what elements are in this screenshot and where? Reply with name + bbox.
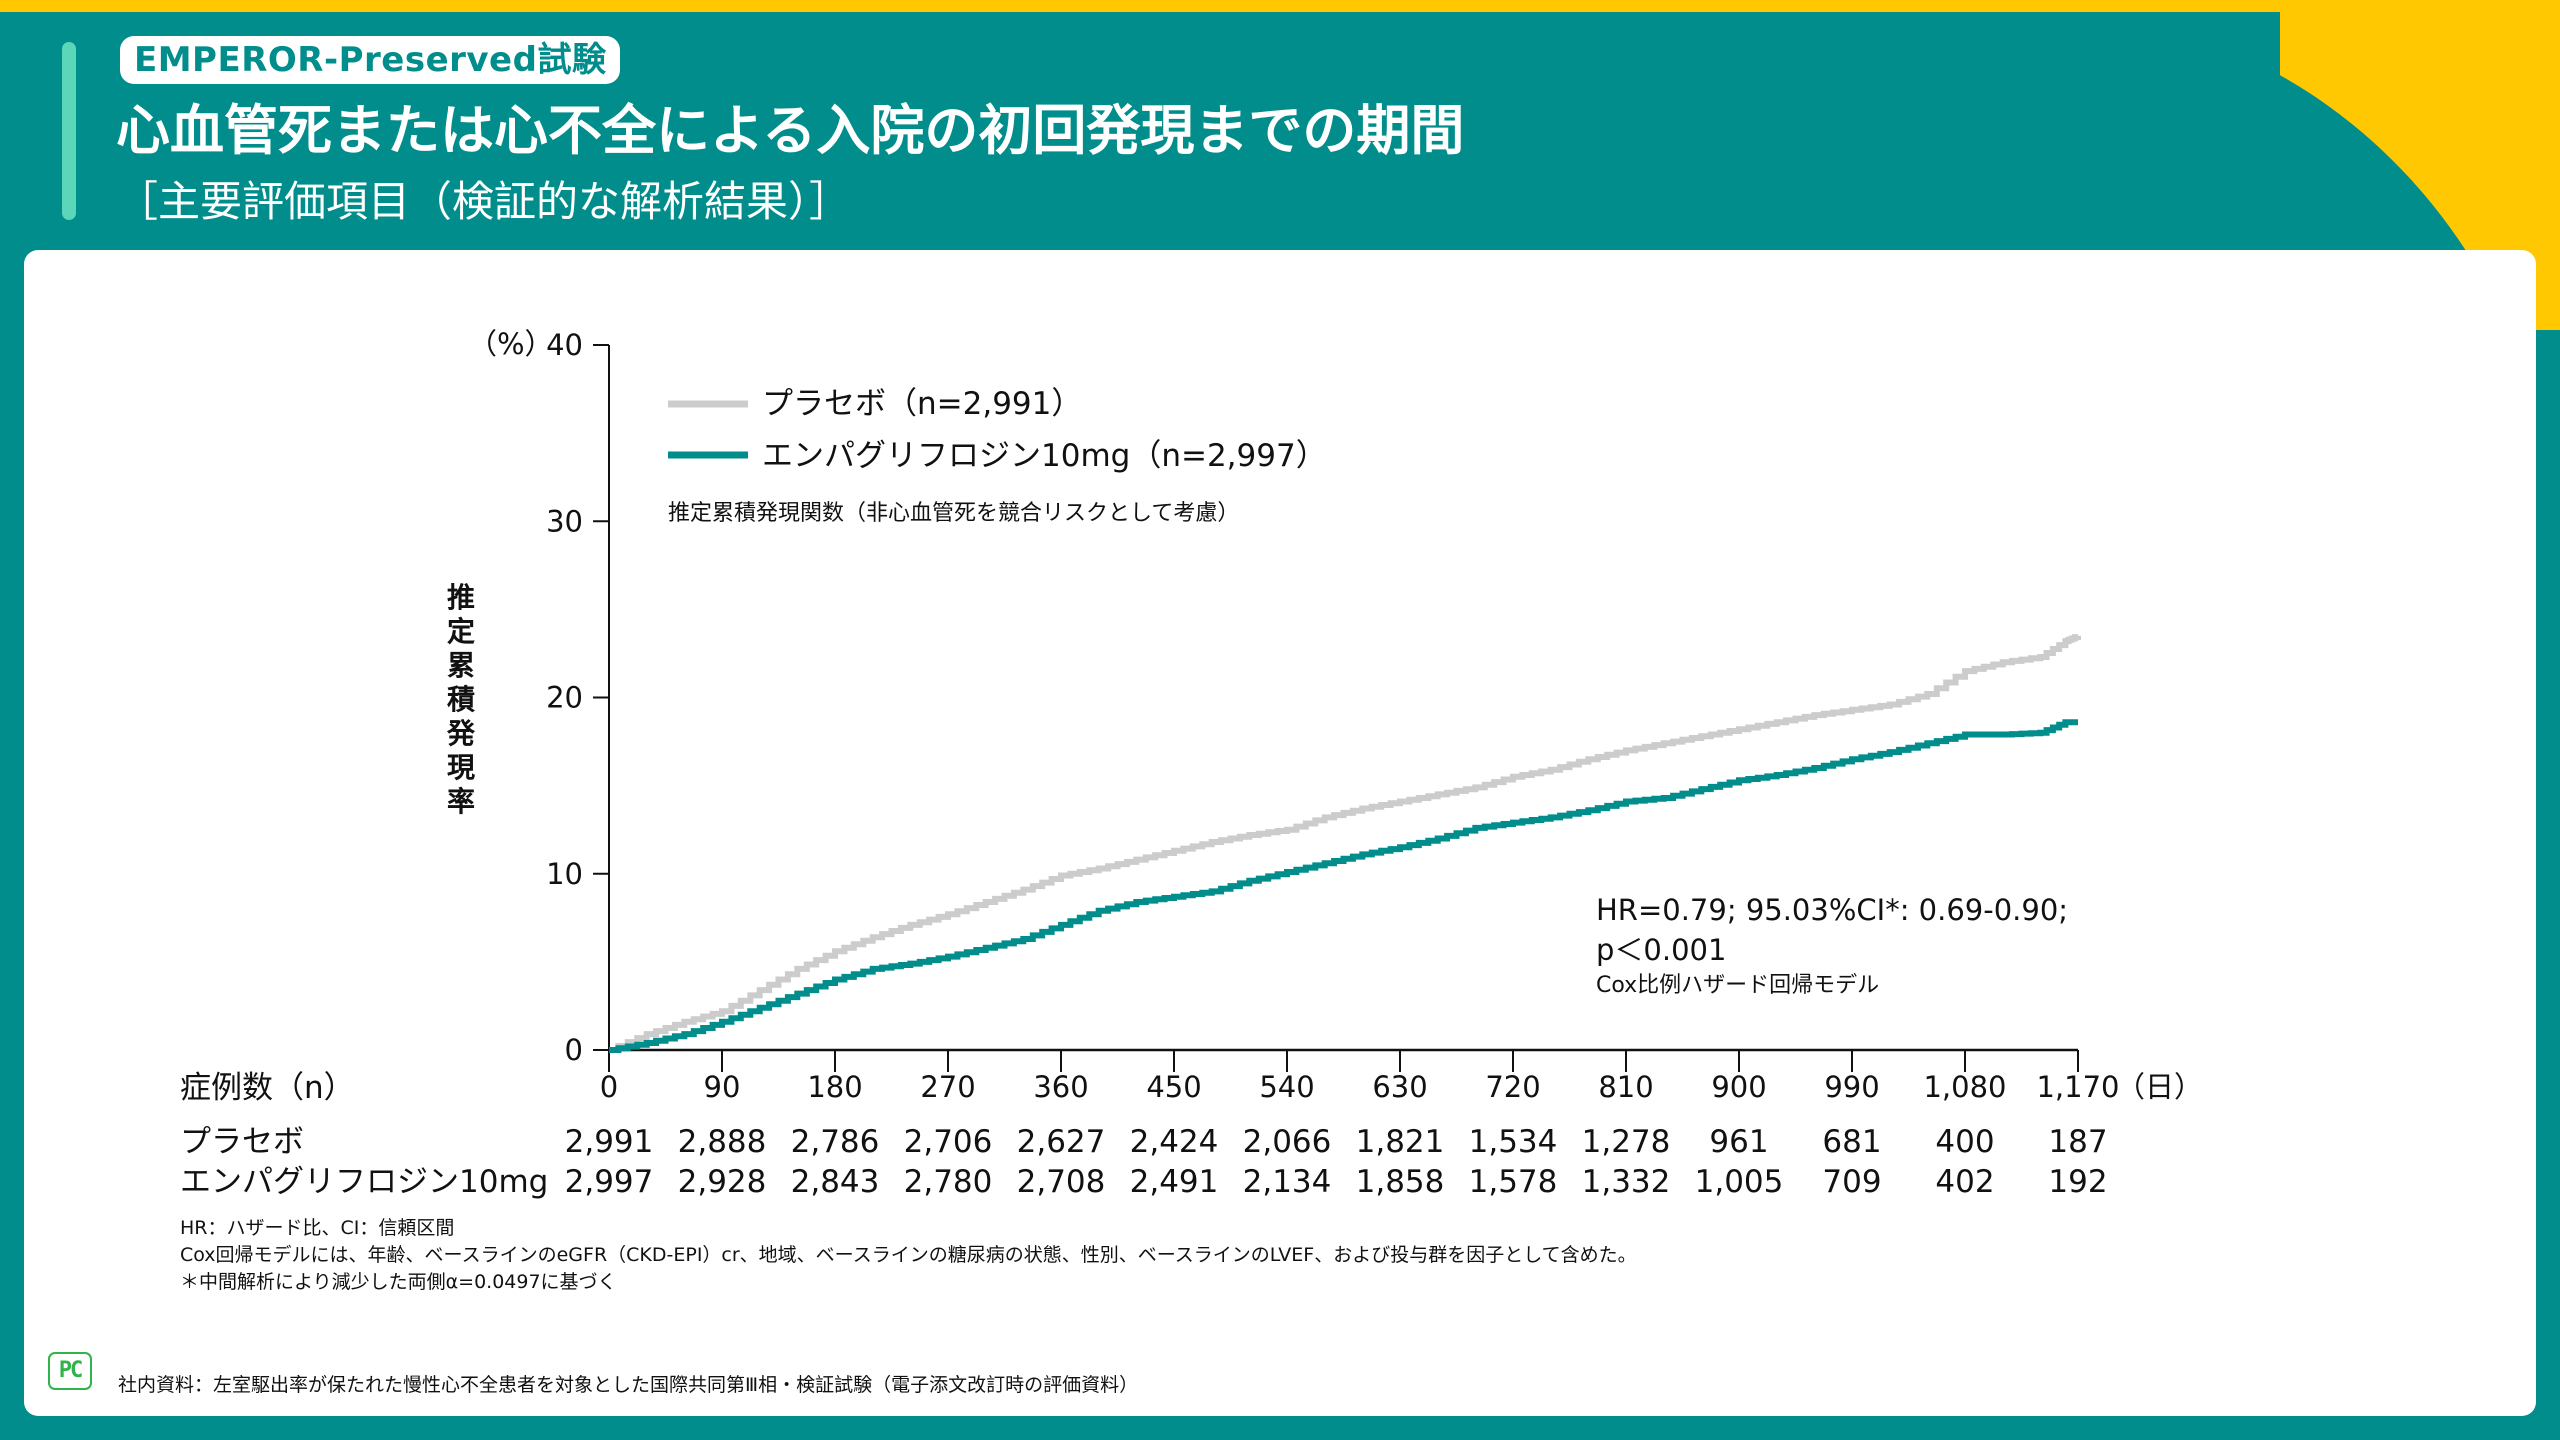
risk-cell: 1,534 <box>1469 1124 1558 1160</box>
risk-cell: 2,627 <box>1017 1124 1106 1160</box>
y-axis-label-char: 積 <box>447 683 475 716</box>
footnote: Cox回帰モデルには、年齢、ベースラインのeGFR（CKD-EPI）cr、地域、… <box>180 1244 1637 1266</box>
x-tick-label: 630 <box>1372 1070 1427 1104</box>
x-unit-label: （日） <box>2116 1070 2203 1104</box>
risk-cell: 2,991 <box>565 1124 654 1160</box>
x-ticks: 0 90 180 270 360 450 540 630 720 810 900 990 1,080 1,… <box>600 1050 2120 1104</box>
risk-cell: 709 <box>1822 1164 1881 1200</box>
risk-cell: 2,708 <box>1017 1164 1106 1200</box>
series-line-placebo <box>609 634 2081 1053</box>
risk-cell: 2,786 <box>791 1124 880 1160</box>
risk-cell: 961 <box>1709 1124 1768 1160</box>
legend-note: 推定累積発現関数（非心血管死を競合リスクとして考慮） <box>668 501 1239 526</box>
numbers-at-risk-table: 症例数（n） プラセボ エンパグリフロジン10mg 2,991 2,888 2,78… <box>180 1070 2108 1200</box>
risk-cell: 400 <box>1935 1124 1994 1160</box>
x-tick-label: 900 <box>1711 1070 1766 1104</box>
top-color-bar <box>0 0 2560 12</box>
risk-cell: 2,491 <box>1130 1164 1219 1200</box>
risk-cell: 402 <box>1935 1164 1994 1200</box>
x-tick-label: 0 <box>600 1070 618 1104</box>
legend-label-empagliflozin: エンパグリフロジン10mg（n=2,997） <box>762 438 1327 474</box>
risk-cell: 2,928 <box>678 1164 767 1200</box>
x-tick-label: 90 <box>704 1070 741 1104</box>
y-axis-label-char: 発 <box>446 717 476 750</box>
footnotes: HR：ハザード比、CI：信頼区間 Cox回帰モデルには、年齢、ベースラインのeG… <box>180 1215 1637 1296</box>
risk-cell: 681 <box>1822 1124 1881 1160</box>
model-note-text: Cox比例ハザード回帰モデル <box>1596 973 1879 998</box>
x-tick-label: 810 <box>1598 1070 1653 1104</box>
x-tick-label: 990 <box>1824 1070 1879 1104</box>
risk-cell: 1,332 <box>1582 1164 1671 1200</box>
risk-cell: 1,005 <box>1695 1164 1784 1200</box>
risk-cell: 2,843 <box>791 1164 880 1200</box>
risk-cell: 2,997 <box>565 1164 654 1200</box>
x-tick-label: 720 <box>1485 1070 1540 1104</box>
x-tick-label: 1,080 <box>1923 1070 2006 1104</box>
risk-cell: 2,706 <box>904 1124 993 1160</box>
y-axis-label-char: 累 <box>447 649 475 682</box>
y-axis-label-char: 現 <box>447 751 475 784</box>
y-tick-label: 0 <box>565 1033 583 1067</box>
y-tick-label: 10 <box>546 857 583 891</box>
y-tick-label: 40 <box>546 328 583 362</box>
y-tick-label: 30 <box>546 504 583 538</box>
y-unit-label: （%） <box>468 327 554 361</box>
y-axis-label-char: 推 <box>447 581 475 614</box>
risk-cell: 187 <box>2048 1124 2107 1160</box>
risk-cell: 1,278 <box>1582 1124 1671 1160</box>
x-tick-label: 540 <box>1259 1070 1314 1104</box>
y-tick-label: 20 <box>546 681 583 715</box>
risk-cell: 2,888 <box>678 1124 767 1160</box>
x-tick-label: 450 <box>1146 1070 1201 1104</box>
title-accent-bar <box>62 42 76 220</box>
risk-row-label: エンパグリフロジン10mg <box>180 1164 548 1200</box>
risk-cell: 1,858 <box>1356 1164 1445 1200</box>
trial-badge: EMPEROR-Preserved試験 <box>120 36 621 84</box>
risk-cell: 1,578 <box>1469 1164 1558 1200</box>
y-axis-label-char: 率 <box>447 785 475 818</box>
series-line-empagliflozin <box>609 719 2078 1053</box>
y-axis-label-char: 定 <box>447 615 475 648</box>
series-group <box>609 634 2081 1053</box>
hazard-ratio-text: HR=0.79; 95.03%CI*: 0.69-0.90; <box>1596 893 2068 927</box>
risk-cell: 1,821 <box>1356 1124 1445 1160</box>
x-tick-label: 1,170 <box>2036 1070 2119 1104</box>
risk-cell: 2,780 <box>904 1164 993 1200</box>
x-tick-label: 180 <box>807 1070 862 1104</box>
risk-table-header: 症例数（n） <box>180 1070 355 1106</box>
page-subtitle: ［主要評価項目（検証的な解析結果）］ <box>116 177 852 226</box>
risk-cell: 2,134 <box>1243 1164 1332 1200</box>
legend: プラセボ（n=2,991） エンパグリフロジン10mg（n=2,997） 推定累… <box>668 386 1327 526</box>
footnote: HR：ハザード比、CI：信頼区間 <box>180 1217 455 1239</box>
page-title: 心血管死または心不全による入院の初回発現までの期間 <box>116 99 1465 162</box>
risk-row-label: プラセボ <box>180 1124 304 1160</box>
legend-label-placebo: プラセボ（n=2,991） <box>762 386 1082 422</box>
x-tick-label: 360 <box>1033 1070 1088 1104</box>
pc-logo-icon: PC <box>48 1352 92 1390</box>
p-value-text: p＜0.001 <box>1596 933 1726 967</box>
footnote: ＊中間解析により減少した両側α=0.0497に基づく <box>180 1271 617 1293</box>
risk-cell: 2,066 <box>1243 1124 1332 1160</box>
source-citation: 社内資料：左室駆出率が保たれた慢性心不全患者を対象とした国際共同第Ⅲ相・検証試験… <box>118 1374 1139 1396</box>
risk-cell: 192 <box>2048 1164 2107 1200</box>
y-ticks: 0 10 20 30 40 <box>546 328 609 1067</box>
x-tick-label: 270 <box>920 1070 975 1104</box>
risk-cell: 2,424 <box>1130 1124 1219 1160</box>
